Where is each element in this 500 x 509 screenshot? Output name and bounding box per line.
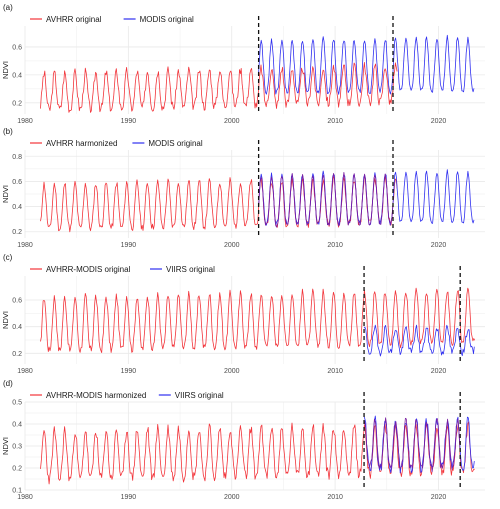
x-tick-label: 2020	[431, 494, 447, 501]
series-line-overlap	[258, 172, 394, 228]
series-line-avhrr-harmonized	[40, 175, 398, 233]
y-tick-label: 0.4	[12, 72, 22, 79]
x-tick-label: 2000	[224, 118, 240, 125]
x-tick-label: 1990	[121, 494, 137, 501]
y-tick-label: 0.4	[12, 422, 22, 429]
series-line-overlap	[363, 417, 461, 473]
y-tick-label: 0.6	[12, 298, 22, 305]
x-tick-label: 1990	[121, 242, 137, 249]
legend-label: AVHRR original	[46, 15, 102, 24]
legend-label: VIIRS original	[166, 265, 215, 274]
y-tick-label: 0.8	[12, 154, 22, 161]
x-tick-label: 1990	[121, 368, 137, 375]
x-tick-label: 1980	[17, 368, 33, 375]
y-tick-label: 0.6	[12, 44, 22, 51]
panel-label: (b)	[3, 127, 13, 136]
legend-label: AVHRR-MODIS original	[46, 265, 131, 274]
x-tick-label: 2010	[327, 118, 343, 125]
y-tick-label: 0.2	[12, 100, 22, 107]
x-tick-label: 2020	[431, 118, 447, 125]
x-tick-label: 2000	[224, 494, 240, 501]
y-axis-title: NDVI	[1, 185, 10, 203]
chart-panel-0: 1980 1990 2000 2010 2020 0.2 0.4 0.6 NDVI (a) AVHR…	[1, 3, 485, 125]
y-axis-title: NDVI	[1, 61, 10, 79]
y-tick-label: 0.1	[12, 488, 22, 495]
x-tick-label: 1980	[17, 494, 33, 501]
x-tick-label: 1980	[17, 242, 33, 249]
x-tick-label: 1990	[121, 118, 137, 125]
legend-label: MODIS original	[140, 15, 194, 24]
legend-label: AVHRR harmonized	[46, 139, 117, 148]
x-tick-label: 2000	[224, 368, 240, 375]
y-axis-title: NDVI	[1, 311, 10, 329]
y-tick-label: 0.4	[12, 324, 22, 331]
x-tick-label: 2020	[431, 242, 447, 249]
chart-panel-1: 1980 1990 2000 2010 2020 0.2 0.4 0.6 0.8 NDVI (b) A…	[1, 127, 485, 249]
series-line-modis-original	[258, 34, 475, 95]
panel-label: (d)	[3, 379, 13, 388]
x-tick-label: 2010	[327, 242, 343, 249]
series-line-avhrr-original	[40, 62, 398, 113]
x-tick-label: 2010	[327, 494, 343, 501]
chart-panel-3: 1980 1990 2000 2010 2020 0.1 0.2 0.3 0.4 0.5 NDVI (…	[1, 379, 485, 501]
panel-label: (c)	[3, 253, 13, 262]
y-tick-label: 0.5	[12, 400, 22, 407]
legend-label: AVHRR-MODIS harmonized	[46, 391, 146, 400]
x-tick-label: 2010	[327, 368, 343, 375]
series-line-avhrr-modis-original	[40, 287, 476, 353]
series-line-viirs-original	[363, 324, 475, 357]
y-axis-title: NDVI	[1, 437, 10, 455]
x-tick-label: 2000	[224, 242, 240, 249]
y-tick-label: 0.6	[12, 179, 22, 186]
x-tick-label: 2020	[431, 368, 447, 375]
series-line-avhrr-modis-harmonized	[40, 421, 475, 485]
y-tick-label: 0.2	[12, 229, 22, 236]
y-tick-label: 0.2	[12, 351, 22, 358]
legend-label: VIIRS original	[175, 391, 224, 400]
panel-label: (a)	[3, 3, 13, 12]
y-tick-label: 0.3	[12, 444, 22, 451]
legend-label: MODIS original	[148, 139, 202, 148]
x-tick-label: 1980	[17, 118, 33, 125]
y-tick-label: 0.4	[12, 204, 22, 211]
y-tick-label: 0.2	[12, 466, 22, 473]
